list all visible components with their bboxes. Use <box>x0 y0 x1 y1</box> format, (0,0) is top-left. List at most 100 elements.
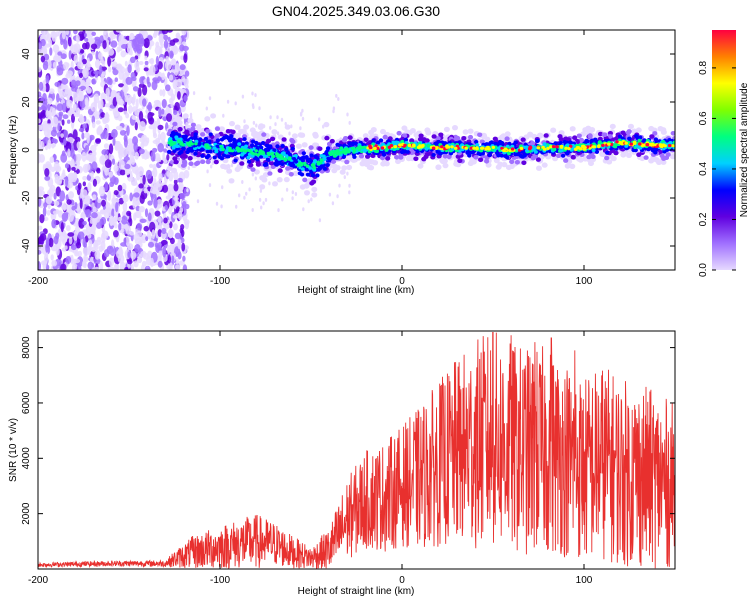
heatmap-cell <box>626 152 632 158</box>
heatmap-cell <box>409 128 416 134</box>
heatmap-cell <box>73 30 78 35</box>
heatmap-cell <box>106 245 114 255</box>
heatmap-cell <box>142 98 147 107</box>
heatmap-cell <box>138 111 144 122</box>
heatmap-cell <box>179 150 184 154</box>
heatmap-cell <box>653 137 659 142</box>
heatmap-cell <box>107 190 112 202</box>
heatmap-cell <box>120 147 128 158</box>
heatmap-cell <box>45 196 53 205</box>
heatmap-cell <box>222 157 229 164</box>
heatmap-cell <box>280 162 285 167</box>
heatmap-cell <box>276 131 280 136</box>
heatmap-cell <box>87 261 94 270</box>
heatmap-cell <box>237 142 242 146</box>
heatmap-cell <box>147 101 152 112</box>
heatmap-cell <box>100 216 107 225</box>
heatmap-cell <box>149 257 154 268</box>
heatmap-cell <box>123 110 128 116</box>
heatmap-marks <box>38 30 675 270</box>
heatmap-cell <box>477 132 483 138</box>
heatmap-cell <box>57 51 63 56</box>
heatmap-cell <box>102 128 108 140</box>
heatmap-cell <box>220 204 223 209</box>
heatmap-cell <box>44 168 50 177</box>
heatmap-cell <box>518 154 524 158</box>
heatmap-cell <box>254 140 259 145</box>
heatmap-cell <box>344 159 350 165</box>
heatmap-cell <box>149 57 155 65</box>
heatmap-cell <box>140 250 147 258</box>
heatmap-cell <box>334 165 341 171</box>
heatmap-cell <box>107 266 115 270</box>
heatmap-cell <box>346 112 349 117</box>
heatmap-cell <box>88 239 93 248</box>
heatmap-cell <box>161 98 167 109</box>
heatmap-cell <box>85 78 92 85</box>
heatmap-cell <box>92 194 97 201</box>
heatmap-cell <box>127 64 132 74</box>
heatmap-cell <box>100 112 106 118</box>
heatmap-cell <box>259 188 263 193</box>
heatmap-cell <box>591 148 596 153</box>
heatmap-cell <box>467 134 474 140</box>
heatmap-cell <box>348 183 351 188</box>
heatmap-cell <box>205 159 211 165</box>
heatmap-cell <box>200 159 206 164</box>
heatmap-cell <box>473 155 479 160</box>
heatmap-cell <box>159 36 163 46</box>
heatmap-cell <box>208 183 212 188</box>
heatmap-cell <box>277 168 283 173</box>
heatmap-cell <box>182 255 186 262</box>
heatmap-cell <box>45 123 53 133</box>
heatmap-cell <box>325 163 330 167</box>
heatmap-cell <box>484 136 491 142</box>
heatmap-cell <box>159 33 164 39</box>
heatmap-cell <box>535 138 540 143</box>
heatmap-cell <box>64 89 71 98</box>
heatmap-cell <box>144 55 148 61</box>
heatmap-cell <box>91 161 98 171</box>
heatmap-cell <box>54 176 59 184</box>
heatmap-cell <box>84 209 90 216</box>
heatmap-cell <box>302 207 305 212</box>
heatmap-cell <box>205 149 210 154</box>
heatmap-cell <box>56 103 64 112</box>
heatmap-cell <box>43 30 50 41</box>
heatmap-cell <box>467 128 474 134</box>
heatmap-cell <box>609 123 616 130</box>
heatmap-cell <box>81 151 87 162</box>
heatmap-cell <box>52 44 60 53</box>
heatmap-cell <box>113 177 119 186</box>
heatmap-cell <box>541 162 548 168</box>
heatmap-cell <box>100 240 106 251</box>
heatmap-cell <box>95 138 101 144</box>
heatmap-cell <box>586 154 592 160</box>
heatmap-cell <box>94 239 102 246</box>
heatmap-cell <box>336 194 339 199</box>
heatmap-cell <box>163 39 169 49</box>
heatmap-cell <box>117 254 125 264</box>
heatmap-cell <box>158 172 163 182</box>
heatmap-cell <box>177 177 183 183</box>
heatmap-cell <box>177 210 183 221</box>
heatmap-cell <box>77 182 82 190</box>
heatmap-cell <box>252 105 255 110</box>
heatmap-cell <box>617 134 623 139</box>
heatmap-cell <box>438 151 443 156</box>
heatmap-cell <box>182 201 187 208</box>
heatmap-cell <box>127 138 134 145</box>
heatmap-cell <box>195 124 202 130</box>
heatmap-cell <box>234 101 237 106</box>
heatmap-cell <box>110 40 118 48</box>
heatmap-cell <box>138 148 145 155</box>
heatmap-cell <box>41 102 48 111</box>
heatmap-cell <box>613 150 619 156</box>
heatmap-cell <box>585 139 590 144</box>
heatmap-cell <box>348 120 351 125</box>
heatmap-cell <box>243 195 246 200</box>
heatmap-cell <box>144 267 150 270</box>
heatmap-cell <box>157 133 162 141</box>
